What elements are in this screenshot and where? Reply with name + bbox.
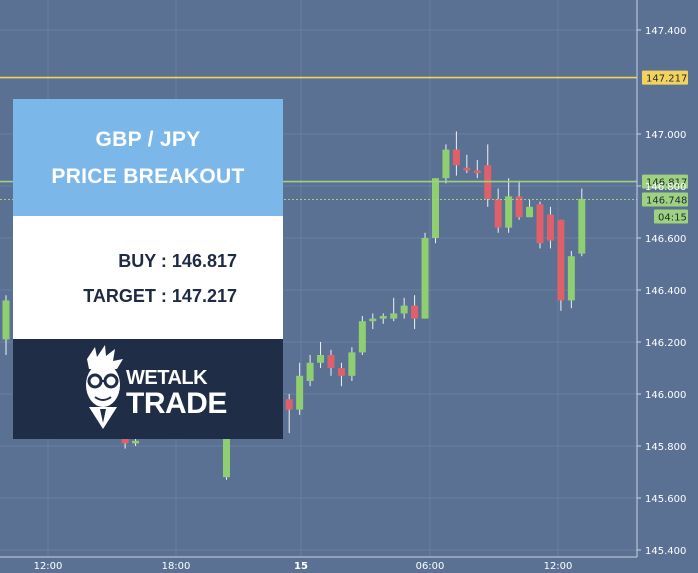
bull-candle bbox=[2, 300, 10, 340]
bull-candle bbox=[317, 355, 325, 363]
countdown-text: 04:15 bbox=[658, 213, 687, 224]
bull-candle bbox=[358, 321, 366, 353]
price-tag-146.748 bbox=[642, 192, 688, 207]
bear-candle bbox=[327, 355, 335, 368]
bear-candle bbox=[452, 149, 460, 166]
bull-candle bbox=[505, 196, 513, 228]
bull-candle bbox=[132, 440, 140, 444]
logo-trade-text: TRADE bbox=[126, 387, 227, 420]
bear-candle bbox=[463, 167, 471, 171]
target-level-text: TARGET : 147.217 bbox=[83, 286, 237, 306]
x-tick-label: 12:00 bbox=[34, 561, 63, 572]
x-tick-label: 18:00 bbox=[162, 561, 191, 572]
bull-candle bbox=[400, 305, 408, 314]
bull-candle bbox=[526, 206, 534, 218]
bull-candle bbox=[222, 438, 230, 478]
wetalktrade-logo: WETALK TRADE bbox=[13, 339, 283, 439]
bull-candle bbox=[567, 256, 575, 301]
bear-candle bbox=[337, 368, 345, 376]
y-tick-label: 145.400 bbox=[645, 546, 686, 557]
y-tick-label: 146.800 bbox=[645, 182, 686, 193]
price-tag-text: 146.748 bbox=[646, 196, 687, 207]
bear-candle bbox=[536, 204, 544, 244]
price-tag-146.817 bbox=[642, 174, 688, 189]
buy-level-text: BUY : 146.817 bbox=[118, 251, 237, 271]
x-tick-label: 06:00 bbox=[416, 561, 445, 572]
bull-candle bbox=[421, 238, 429, 319]
bull-candle bbox=[369, 318, 377, 322]
card-title-breakout: PRICE BREAKOUT bbox=[51, 164, 245, 188]
bear-candle bbox=[411, 305, 419, 319]
breakout-card: GBP / JPY PRICE BREAKOUT BUY : 146.817 T… bbox=[13, 99, 283, 439]
y-tick-label: 145.800 bbox=[645, 442, 686, 453]
bull-candle bbox=[296, 375, 304, 410]
bull-candle bbox=[442, 149, 450, 179]
bear-candle bbox=[473, 170, 481, 173]
card-title-pair: GBP / JPY bbox=[95, 127, 201, 151]
price-tag-text: 147.217 bbox=[646, 74, 687, 85]
bear-candle bbox=[557, 219, 565, 301]
y-tick-label: 147.400 bbox=[645, 26, 686, 37]
bull-candle bbox=[390, 313, 398, 319]
countdown-tag bbox=[654, 209, 688, 224]
y-tick-label: 147.000 bbox=[645, 130, 686, 141]
bull-candle bbox=[306, 362, 314, 381]
logo-wetalk-text: WETALK bbox=[126, 367, 208, 389]
bear-candle bbox=[121, 438, 129, 444]
card-body: BUY : 146.817 TARGET : 147.217 bbox=[13, 216, 283, 339]
bear-candle bbox=[285, 399, 293, 410]
bear-candle bbox=[546, 214, 554, 241]
y-tick-label: 146.000 bbox=[645, 390, 686, 401]
x-tick-label: 12:00 bbox=[544, 561, 573, 572]
price-lines[interactable]: 147.217 146.817 146.748 04:15 bbox=[0, 70, 688, 224]
bull-candle bbox=[379, 316, 387, 319]
card-header: GBP / JPY PRICE BREAKOUT bbox=[13, 99, 283, 216]
bull-candle bbox=[431, 178, 439, 238]
price-tag-text: 146.817 bbox=[646, 178, 687, 189]
price-axis: 147.400 147.000 146.800 146.600 146.400 146.2… bbox=[636, 0, 686, 557]
bear-candle bbox=[494, 199, 502, 228]
time-axis: 12:00 18:00 15 06:00 12:00 bbox=[0, 556, 637, 572]
y-tick-label: 146.600 bbox=[645, 234, 686, 245]
candles bbox=[2, 131, 586, 480]
bear-candle bbox=[515, 196, 523, 218]
y-tick-label: 145.600 bbox=[645, 494, 686, 505]
y-tick-label: 146.400 bbox=[645, 286, 686, 297]
x-tick-label: 15 bbox=[294, 561, 308, 572]
mascot-icon bbox=[86, 345, 123, 429]
y-tick-label: 146.200 bbox=[645, 338, 686, 349]
bull-candle bbox=[348, 352, 356, 376]
price-tag-147.217 bbox=[642, 70, 688, 85]
bull-candle bbox=[578, 199, 586, 254]
